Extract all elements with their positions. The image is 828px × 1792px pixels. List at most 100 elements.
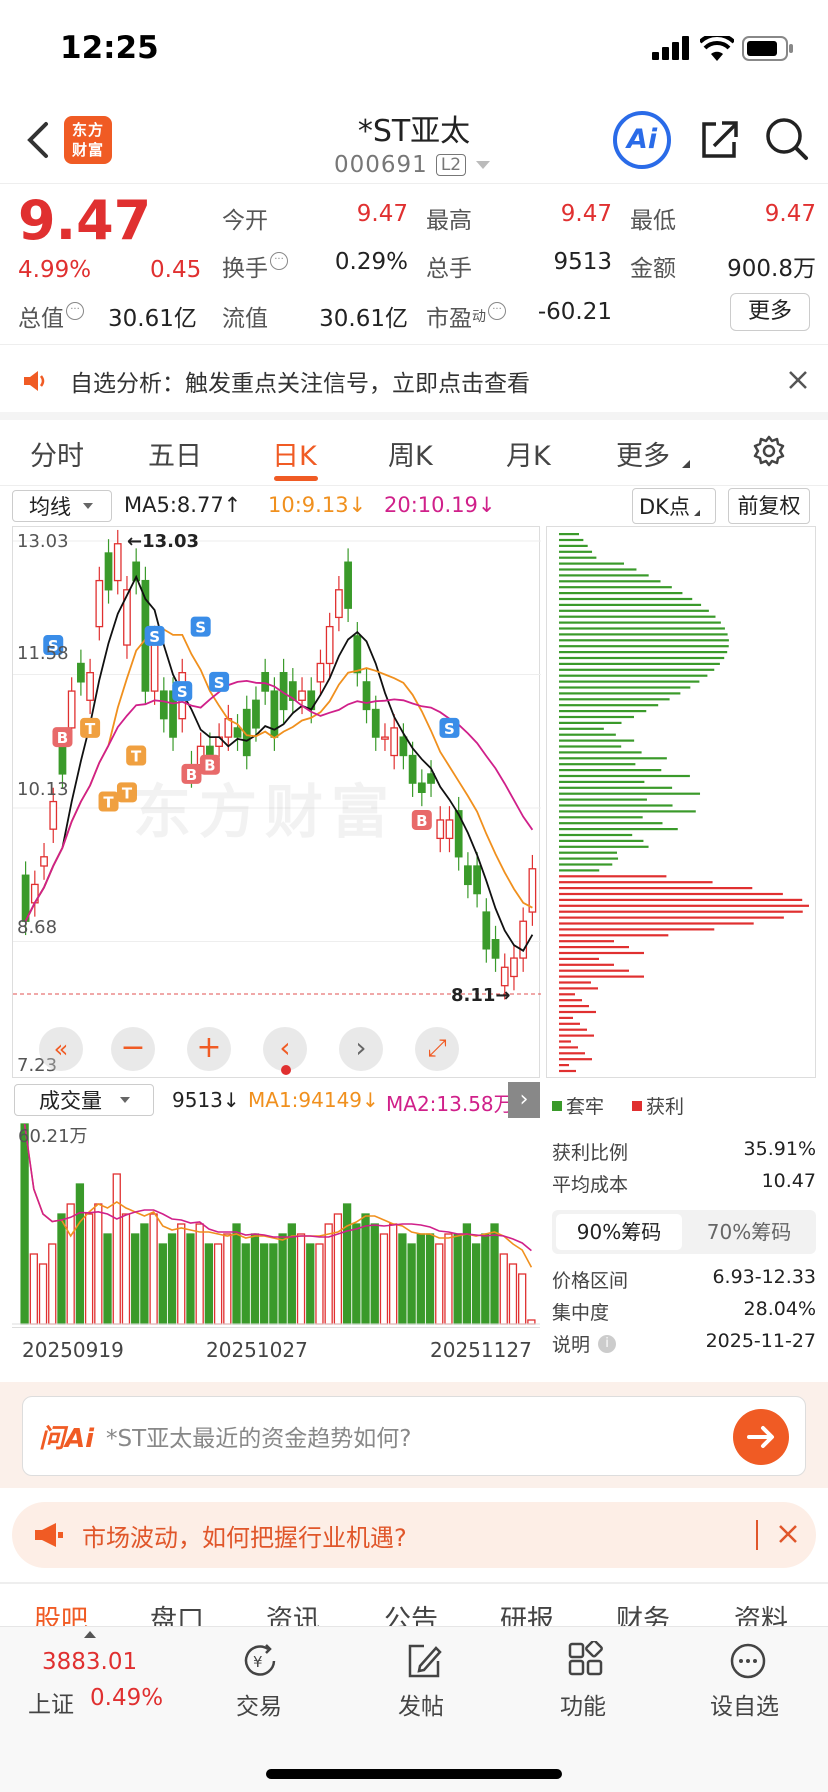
chip-bar	[559, 940, 614, 943]
candle-body	[86, 672, 94, 701]
nav-function[interactable]: 功能	[560, 1694, 606, 1720]
marker-label: S	[195, 619, 206, 637]
fullscreen-icon[interactable]: ⤢	[415, 1027, 459, 1071]
index-value[interactable]: 3883.01	[42, 1649, 138, 1675]
chip-bar	[559, 538, 584, 542]
ai-button[interactable]: Ai	[613, 111, 671, 169]
volume-bar	[425, 1233, 435, 1325]
chip-bar	[559, 651, 728, 654]
candle-body	[150, 644, 159, 692]
marker-b	[181, 763, 202, 784]
function-grid-icon[interactable]	[566, 1639, 606, 1681]
chip-bar	[559, 727, 604, 730]
volume-bar	[94, 1203, 103, 1325]
svg-text:¥: ¥	[253, 1653, 263, 1671]
marker-label: T	[85, 720, 96, 738]
candle-body	[132, 561, 141, 582]
marker-label: T	[122, 784, 133, 802]
close-icon[interactable]	[776, 1522, 800, 1546]
ma-select[interactable]: 均线	[12, 490, 112, 522]
tab-weekly-k[interactable]: 周K	[388, 441, 433, 472]
tab-news[interactable]: 资讯	[266, 1605, 320, 1630]
tab-chip-70[interactable]: 70%筹码	[706, 1220, 792, 1244]
nav-post[interactable]: 发帖	[398, 1694, 444, 1720]
more-button[interactable]: 更多	[730, 293, 810, 331]
volume-chart[interactable]: 60.21万 20250919	[12, 1118, 540, 1362]
promo-banner[interactable]: 市场波动，如何把握行业机遇?	[12, 1502, 816, 1568]
search-icon[interactable]	[764, 116, 810, 162]
zoom-in-icon[interactable]: +	[187, 1027, 231, 1071]
chip-bar	[559, 592, 683, 595]
send-arrow-icon[interactable]	[733, 1409, 789, 1465]
nav-add-watchlist[interactable]: 设自选	[710, 1694, 779, 1720]
tab-monthly-k[interactable]: 月K	[506, 441, 551, 472]
chip-bar	[559, 568, 637, 571]
tab-research[interactable]: 研报	[500, 1605, 554, 1630]
volume-bar	[204, 1243, 214, 1325]
tab-intraday[interactable]: 分时	[30, 441, 84, 472]
change-value: 0.45	[150, 257, 202, 283]
step-right-icon[interactable]: ›	[339, 1027, 383, 1071]
chip-bar	[559, 875, 667, 878]
volume-bar	[352, 1223, 361, 1325]
back-icon[interactable]	[24, 120, 54, 160]
tab-announce[interactable]: 公告	[384, 1605, 438, 1630]
float-value: 30.61亿	[319, 306, 408, 332]
tab-pankou[interactable]: 盘口	[150, 1605, 204, 1630]
candle-body	[445, 819, 454, 840]
stock-code: 000691	[334, 152, 428, 178]
tab-more[interactable]: 更多	[616, 441, 670, 472]
dk-point-button[interactable]: DK点	[632, 488, 716, 524]
chip-bar	[559, 639, 729, 642]
expand-arrow-icon[interactable]: ›	[508, 1082, 540, 1118]
nav-trade[interactable]: 交易	[236, 1694, 282, 1720]
concentration-value: 28.04%	[743, 1298, 816, 1320]
tab-guba[interactable]: 股吧	[34, 1605, 88, 1630]
stock-code-row[interactable]: 000691 L2	[334, 150, 491, 180]
marker-label: B	[186, 766, 197, 784]
chip-bar	[559, 857, 619, 860]
chip-bar	[559, 721, 622, 724]
volume-select[interactable]: 成交量	[14, 1084, 154, 1116]
marker-s	[209, 671, 230, 692]
wifi-icon	[698, 32, 736, 62]
trade-icon[interactable]: ¥	[240, 1641, 280, 1681]
tab-daily-k[interactable]: 日K	[272, 441, 317, 472]
candle-body	[436, 819, 445, 840]
info-icon[interactable]: i	[598, 1334, 617, 1353]
candle-body	[362, 681, 371, 711]
share-icon[interactable]	[696, 116, 742, 162]
volume-bar	[75, 1183, 85, 1325]
chip-bar	[559, 533, 579, 536]
ask-ai-input[interactable]: 问Ai *ST亚太最近的资金趋势如何?	[22, 1396, 806, 1476]
candle-body	[381, 736, 389, 740]
settings-gear-icon[interactable]	[752, 434, 786, 468]
ma20-label: 20:10.19↓	[384, 493, 496, 517]
tab-more-caret-icon	[682, 460, 690, 468]
chip-bar	[559, 1052, 585, 1055]
chip-bar	[559, 615, 716, 618]
chip-bar	[559, 969, 629, 972]
concentration-label: 集中度	[552, 1302, 610, 1324]
tick-11-58: 11.58	[17, 643, 69, 664]
close-icon[interactable]	[786, 368, 810, 392]
marker-label: S	[444, 720, 455, 738]
adjust-button[interactable]: 前复权	[728, 488, 810, 524]
tab-finance[interactable]: 财务	[616, 1605, 670, 1630]
tab-five-day[interactable]: 五日	[148, 441, 202, 472]
tab-profile[interactable]: 资料	[734, 1605, 788, 1630]
candle-body	[316, 662, 325, 683]
step-left-icon[interactable]: ‹	[263, 1027, 307, 1071]
volume-value: 9513	[553, 249, 612, 275]
chip-bar	[559, 609, 709, 612]
volume-bar	[481, 1233, 490, 1325]
tab-chip-90[interactable]: 90%筹码	[556, 1214, 682, 1250]
marker-label: B	[204, 757, 215, 775]
scroll-left-fast-icon[interactable]: «	[39, 1027, 83, 1071]
post-icon[interactable]	[404, 1641, 444, 1681]
volume-bar	[260, 1243, 269, 1325]
add-watch-icon[interactable]	[728, 1641, 768, 1681]
zoom-out-icon[interactable]: −	[111, 1027, 155, 1071]
signal-banner[interactable]: 自选分析：触发重点关注信号，立即点击查看	[0, 350, 828, 412]
